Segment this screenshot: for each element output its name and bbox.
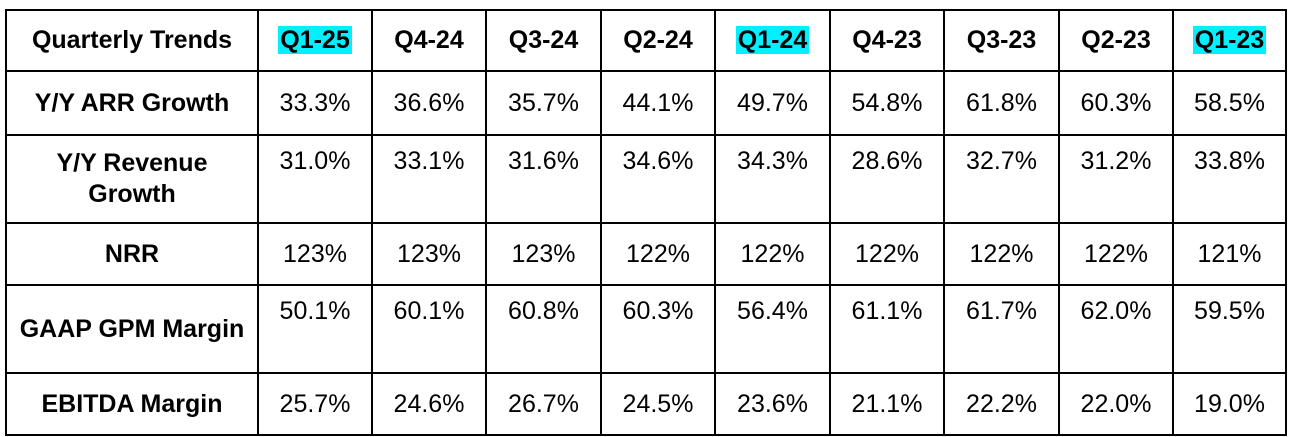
- table-cell: 25.7%: [257, 372, 373, 436]
- table-cell: 31.0%: [257, 134, 373, 224]
- column-header: Q4-23: [829, 9, 945, 72]
- column-header: Q3-24: [485, 9, 602, 72]
- table-cell: 23.6%: [714, 372, 831, 436]
- table-cell: 33.8%: [1172, 134, 1287, 224]
- table-cell: 122%: [714, 222, 831, 286]
- column-header-label: Q1-25: [278, 26, 352, 54]
- table-cell: 31.2%: [1058, 134, 1174, 224]
- header-label: Quarterly Trends: [5, 9, 259, 72]
- table-cell: 59.5%: [1172, 284, 1287, 374]
- table-cell: 22.2%: [943, 372, 1060, 436]
- table-cell: 36.6%: [371, 70, 487, 136]
- column-header: Q1-24: [714, 9, 831, 72]
- table-cell: 60.3%: [1058, 70, 1174, 136]
- column-header: Q1-23: [1172, 9, 1287, 72]
- table-cell: 60.3%: [600, 284, 716, 374]
- column-header: Q4-24: [371, 9, 487, 72]
- table-cell: 122%: [829, 222, 945, 286]
- table-cell: 60.8%: [485, 284, 602, 374]
- column-header-label: Q2-23: [1081, 26, 1151, 54]
- table-cell: 34.6%: [600, 134, 716, 224]
- table-row: Y/Y ARR Growth 33.3% 36.6% 35.7% 44.1% 4…: [5, 70, 1287, 136]
- row-label: EBITDA Margin: [5, 372, 259, 436]
- table-cell: 19.0%: [1172, 372, 1287, 436]
- table-row: EBITDA Margin 25.7% 24.6% 26.7% 24.5% 23…: [5, 372, 1287, 436]
- table-cell: 58.5%: [1172, 70, 1287, 136]
- table-cell: 61.1%: [829, 284, 945, 374]
- table-row: GAAP GPM Margin 50.1% 60.1% 60.8% 60.3% …: [5, 284, 1287, 374]
- table-cell: 123%: [485, 222, 602, 286]
- row-label: Y/Y ARR Growth: [5, 70, 259, 136]
- table-cell: 123%: [257, 222, 373, 286]
- column-header-label: Q1-24: [735, 26, 810, 54]
- table-cell: 26.7%: [485, 372, 602, 436]
- quarterly-trends-table: Quarterly Trends Q1-25 Q4-24 Q3-24 Q2-24…: [5, 9, 1287, 436]
- table-row: NRR 123% 123% 123% 122% 122% 122% 122% 1…: [5, 222, 1287, 286]
- row-label: Y/Y Revenue Growth: [5, 134, 259, 224]
- column-header-label: Q3-24: [508, 26, 579, 54]
- table-cell: 54.8%: [829, 70, 945, 136]
- table-cell: 61.8%: [943, 70, 1060, 136]
- table-row: Y/Y Revenue Growth 31.0% 33.1% 31.6% 34.…: [5, 134, 1287, 224]
- column-header-label: Q4-23: [852, 26, 922, 54]
- row-label: GAAP GPM Margin: [5, 284, 259, 374]
- column-header: Q2-24: [600, 9, 716, 72]
- table-cell: 56.4%: [714, 284, 831, 374]
- table-cell: 122%: [600, 222, 716, 286]
- table-cell: 35.7%: [485, 70, 602, 136]
- table-cell: 122%: [1058, 222, 1174, 286]
- table-cell: 34.3%: [714, 134, 831, 224]
- table-cell: 49.7%: [714, 70, 831, 136]
- column-header: Q1-25: [257, 9, 373, 72]
- table-cell: 121%: [1172, 222, 1287, 286]
- table-cell: 122%: [943, 222, 1060, 286]
- column-header-label: Q3-23: [966, 26, 1037, 54]
- table-cell: 33.1%: [371, 134, 487, 224]
- table-cell: 31.6%: [485, 134, 602, 224]
- table-cell: 61.7%: [943, 284, 1060, 374]
- column-header: Q2-23: [1058, 9, 1174, 72]
- column-header-label: Q2-24: [623, 26, 693, 54]
- table-cell: 24.6%: [371, 372, 487, 436]
- column-header-label: Q4-24: [394, 26, 464, 54]
- table-cell: 32.7%: [943, 134, 1060, 224]
- table-cell: 60.1%: [371, 284, 487, 374]
- table-cell: 123%: [371, 222, 487, 286]
- table-cell: 44.1%: [600, 70, 716, 136]
- table-cell: 62.0%: [1058, 284, 1174, 374]
- column-header: Q3-23: [943, 9, 1060, 72]
- table-cell: 21.1%: [829, 372, 945, 436]
- table-cell: 24.5%: [600, 372, 716, 436]
- row-label: NRR: [5, 222, 259, 286]
- column-header-label: Q1-23: [1192, 26, 1267, 54]
- table-cell: 50.1%: [257, 284, 373, 374]
- table-cell: 33.3%: [257, 70, 373, 136]
- header-row: Quarterly Trends Q1-25 Q4-24 Q3-24 Q2-24…: [5, 9, 1287, 72]
- table-cell: 22.0%: [1058, 372, 1174, 436]
- table-cell: 28.6%: [829, 134, 945, 224]
